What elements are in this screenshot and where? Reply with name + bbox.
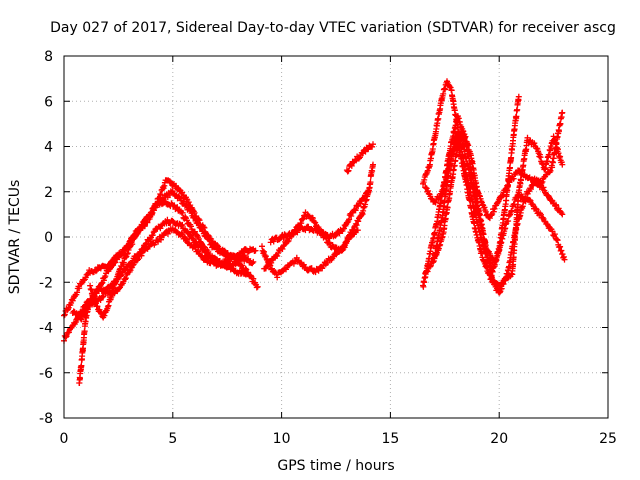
x-tick-label: 10 [273,431,291,447]
marker-cluster [76,225,259,386]
series-track-4 [76,225,259,386]
x-tick-label: 15 [381,431,399,447]
x-tick-label: 5 [168,431,177,447]
y-tick-label: -4 [39,321,53,337]
x-axis-label: GPS time / hours [277,458,394,474]
marker-cluster [259,227,361,281]
series-track-8 [267,161,376,246]
marker-cluster [430,130,566,290]
marker-cluster [422,109,566,277]
marker-cluster [87,198,248,321]
y-tick-label: -2 [39,275,53,291]
axis-ticks [63,55,609,419]
series-track-6 [259,227,361,281]
series-track-14 [430,130,566,290]
data-markers [61,78,568,386]
y-tick-label: 2 [44,185,53,201]
series-track-9 [343,141,376,175]
marker-cluster [343,141,376,175]
y-tick-label: -6 [39,366,53,382]
y-axis-label: SDTVAR / TECUs [7,180,23,295]
y-tick-label: 8 [44,49,53,65]
y-tick-label: 4 [44,140,53,156]
marker-cluster [267,161,376,246]
x-tick-label: 0 [60,431,69,447]
y-tick-label: 6 [44,94,53,110]
x-tick-labels: 0 5 10 15 20 25 [60,431,617,447]
series-track-5 [87,198,248,321]
y-tick-label: -8 [39,411,53,427]
series-track-13 [422,109,566,277]
x-tick-label: 25 [599,431,617,447]
y-tick-labels: -8 -6 -4 -2 0 2 4 6 8 [39,49,53,427]
x-tick-label: 20 [490,431,508,447]
chart-title: Day 027 of 2017, Sidereal Day-to-day VTE… [50,20,616,36]
y-tick-label: 0 [44,230,53,246]
